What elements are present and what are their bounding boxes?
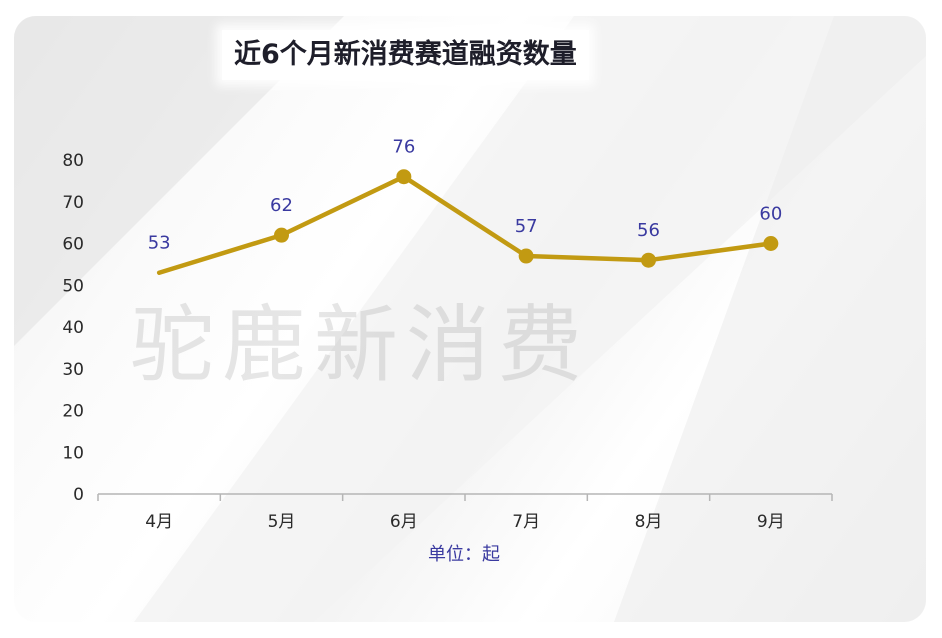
watermark: 驼鹿新消费: [130, 296, 591, 394]
data-label: 56: [637, 220, 660, 241]
data-point: [274, 227, 289, 243]
axes: 0 10 20 30 40 50 60 70 80 4月 5月 6月 7月 8月 9月: [62, 151, 833, 532]
series-line: [156, 174, 774, 275]
x-tick-label: 5月: [268, 512, 296, 532]
data-point: [518, 248, 534, 264]
y-tick-label: 60: [62, 235, 84, 255]
x-tick-label: 8月: [635, 512, 663, 532]
x-tick-label: 9月: [757, 512, 785, 532]
unit-label: 单位：起: [428, 544, 500, 565]
y-tick-label: 40: [62, 318, 84, 338]
y-tick-label: 70: [62, 193, 84, 213]
data-label: 62: [270, 195, 293, 216]
data-points: [274, 169, 779, 268]
y-tick-label: 20: [62, 402, 84, 422]
data-point: [641, 252, 656, 268]
data-label: 76: [392, 137, 415, 158]
chart-title: 近6个月新消费赛道融资数量: [222, 30, 589, 80]
x-tick-label: 6月: [390, 512, 418, 532]
x-tick-label: 4月: [145, 512, 173, 532]
y-tick-label: 10: [62, 443, 84, 463]
x-tick-label: 7月: [512, 512, 540, 532]
chart-card: [14, 16, 926, 622]
data-label: 53: [148, 233, 171, 254]
data-labels: 53 62 76 57 56 60: [148, 137, 783, 254]
data-point: [763, 236, 779, 251]
background-decoration: [14, 16, 926, 622]
series-line-group: [156, 174, 774, 275]
data-point: [396, 169, 412, 185]
y-tick-label: 80: [62, 151, 84, 171]
y-tick-label: 30: [62, 360, 84, 380]
data-label: 60: [759, 204, 782, 225]
y-tick-label: 0: [73, 485, 84, 505]
y-tick-label: 50: [62, 276, 84, 296]
data-label: 57: [515, 216, 538, 237]
